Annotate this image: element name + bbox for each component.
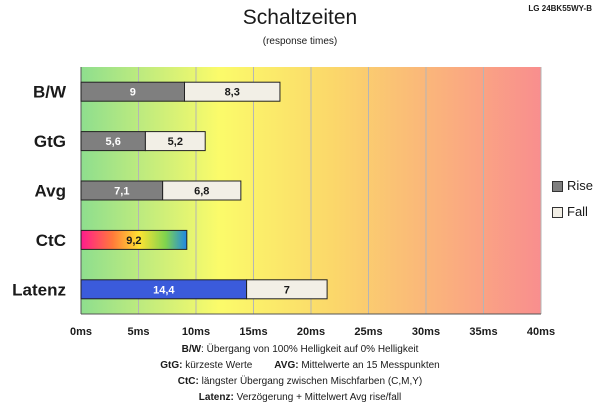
bar-value-label: 7 bbox=[284, 284, 290, 296]
legend-fall-swatch bbox=[552, 207, 563, 218]
bar-value-label: 6,8 bbox=[194, 186, 209, 198]
monitor-model: LG 24BK55WY-B bbox=[528, 4, 592, 13]
x-tick-label: 40ms bbox=[527, 326, 555, 338]
category-label: GtG bbox=[34, 132, 66, 151]
bar-value-label: 14,4 bbox=[153, 284, 175, 296]
x-tick-label: 0ms bbox=[70, 326, 92, 338]
bar-ctc bbox=[80, 229, 188, 250]
note-ctc-text: längster Übergang zwischen Mischfarben (… bbox=[198, 376, 423, 387]
legend-rise-label: Rise bbox=[567, 178, 594, 193]
chart-subtitle: (response times) bbox=[262, 36, 338, 47]
note-gtg-avg: GtG: kürzeste Werte AVG: Mittelwerte an 1… bbox=[0, 358, 600, 374]
note-ctc: CtC: längster Übergang zwischen Mischfar… bbox=[0, 374, 600, 390]
legend-fall-label: Fall bbox=[567, 204, 588, 219]
chart-title: Schaltzeiten bbox=[242, 6, 358, 29]
note-gtg-key: GtG: bbox=[160, 360, 183, 371]
x-tick-label: 5ms bbox=[127, 326, 149, 338]
bar-value-label: 9,2 bbox=[126, 235, 141, 247]
note-bw-key: B/W bbox=[181, 344, 202, 355]
note-latenz-key: Latenz: bbox=[198, 392, 234, 403]
x-tick-label: 35ms bbox=[469, 326, 497, 338]
note-avg-key: AVG: bbox=[274, 360, 299, 371]
bar-value-label: 7,1 bbox=[114, 186, 129, 198]
x-tick-label: 25ms bbox=[354, 326, 382, 338]
bar-fall bbox=[162, 180, 242, 201]
bar-fall bbox=[144, 131, 206, 152]
category-label: B/W bbox=[33, 83, 67, 102]
x-tick-label: 15ms bbox=[239, 326, 267, 338]
note-gtg-text: kürzeste Werte bbox=[182, 360, 253, 371]
bar-fall bbox=[184, 81, 281, 102]
category-label: Latenz bbox=[12, 280, 66, 299]
bar-value-label: 8,3 bbox=[225, 87, 240, 99]
x-tick-label: 20ms bbox=[297, 326, 325, 338]
bar-fall bbox=[246, 279, 328, 300]
note-bw-text: : Übergang von 100% Helligkeit auf 0% He… bbox=[201, 344, 419, 355]
note-avg-text: Mittelwerte an 15 Messpunkten bbox=[298, 360, 440, 371]
bar-value-label: 5,6 bbox=[106, 136, 121, 148]
x-tick-label: 30ms bbox=[412, 326, 440, 338]
note-latenz-text: Verzögerung + Mittelwert Avg rise/fall bbox=[233, 392, 402, 403]
category-label: CtC bbox=[36, 231, 66, 250]
legend-rise-swatch bbox=[552, 181, 563, 192]
note-bw: B/W: Übergang von 100% Helligkeit auf 0%… bbox=[0, 342, 600, 358]
bar-value-label: 9 bbox=[130, 87, 136, 99]
note-ctc-key: CtC: bbox=[177, 376, 199, 387]
chart-notes: B/W: Übergang von 100% Helligkeit auf 0%… bbox=[0, 342, 600, 406]
bar-value-label: 5,2 bbox=[168, 136, 183, 148]
x-tick-label: 10ms bbox=[182, 326, 210, 338]
category-label: Avg bbox=[35, 182, 67, 201]
note-latenz: Latenz: Verzögerung + Mittelwert Avg ris… bbox=[0, 390, 600, 406]
